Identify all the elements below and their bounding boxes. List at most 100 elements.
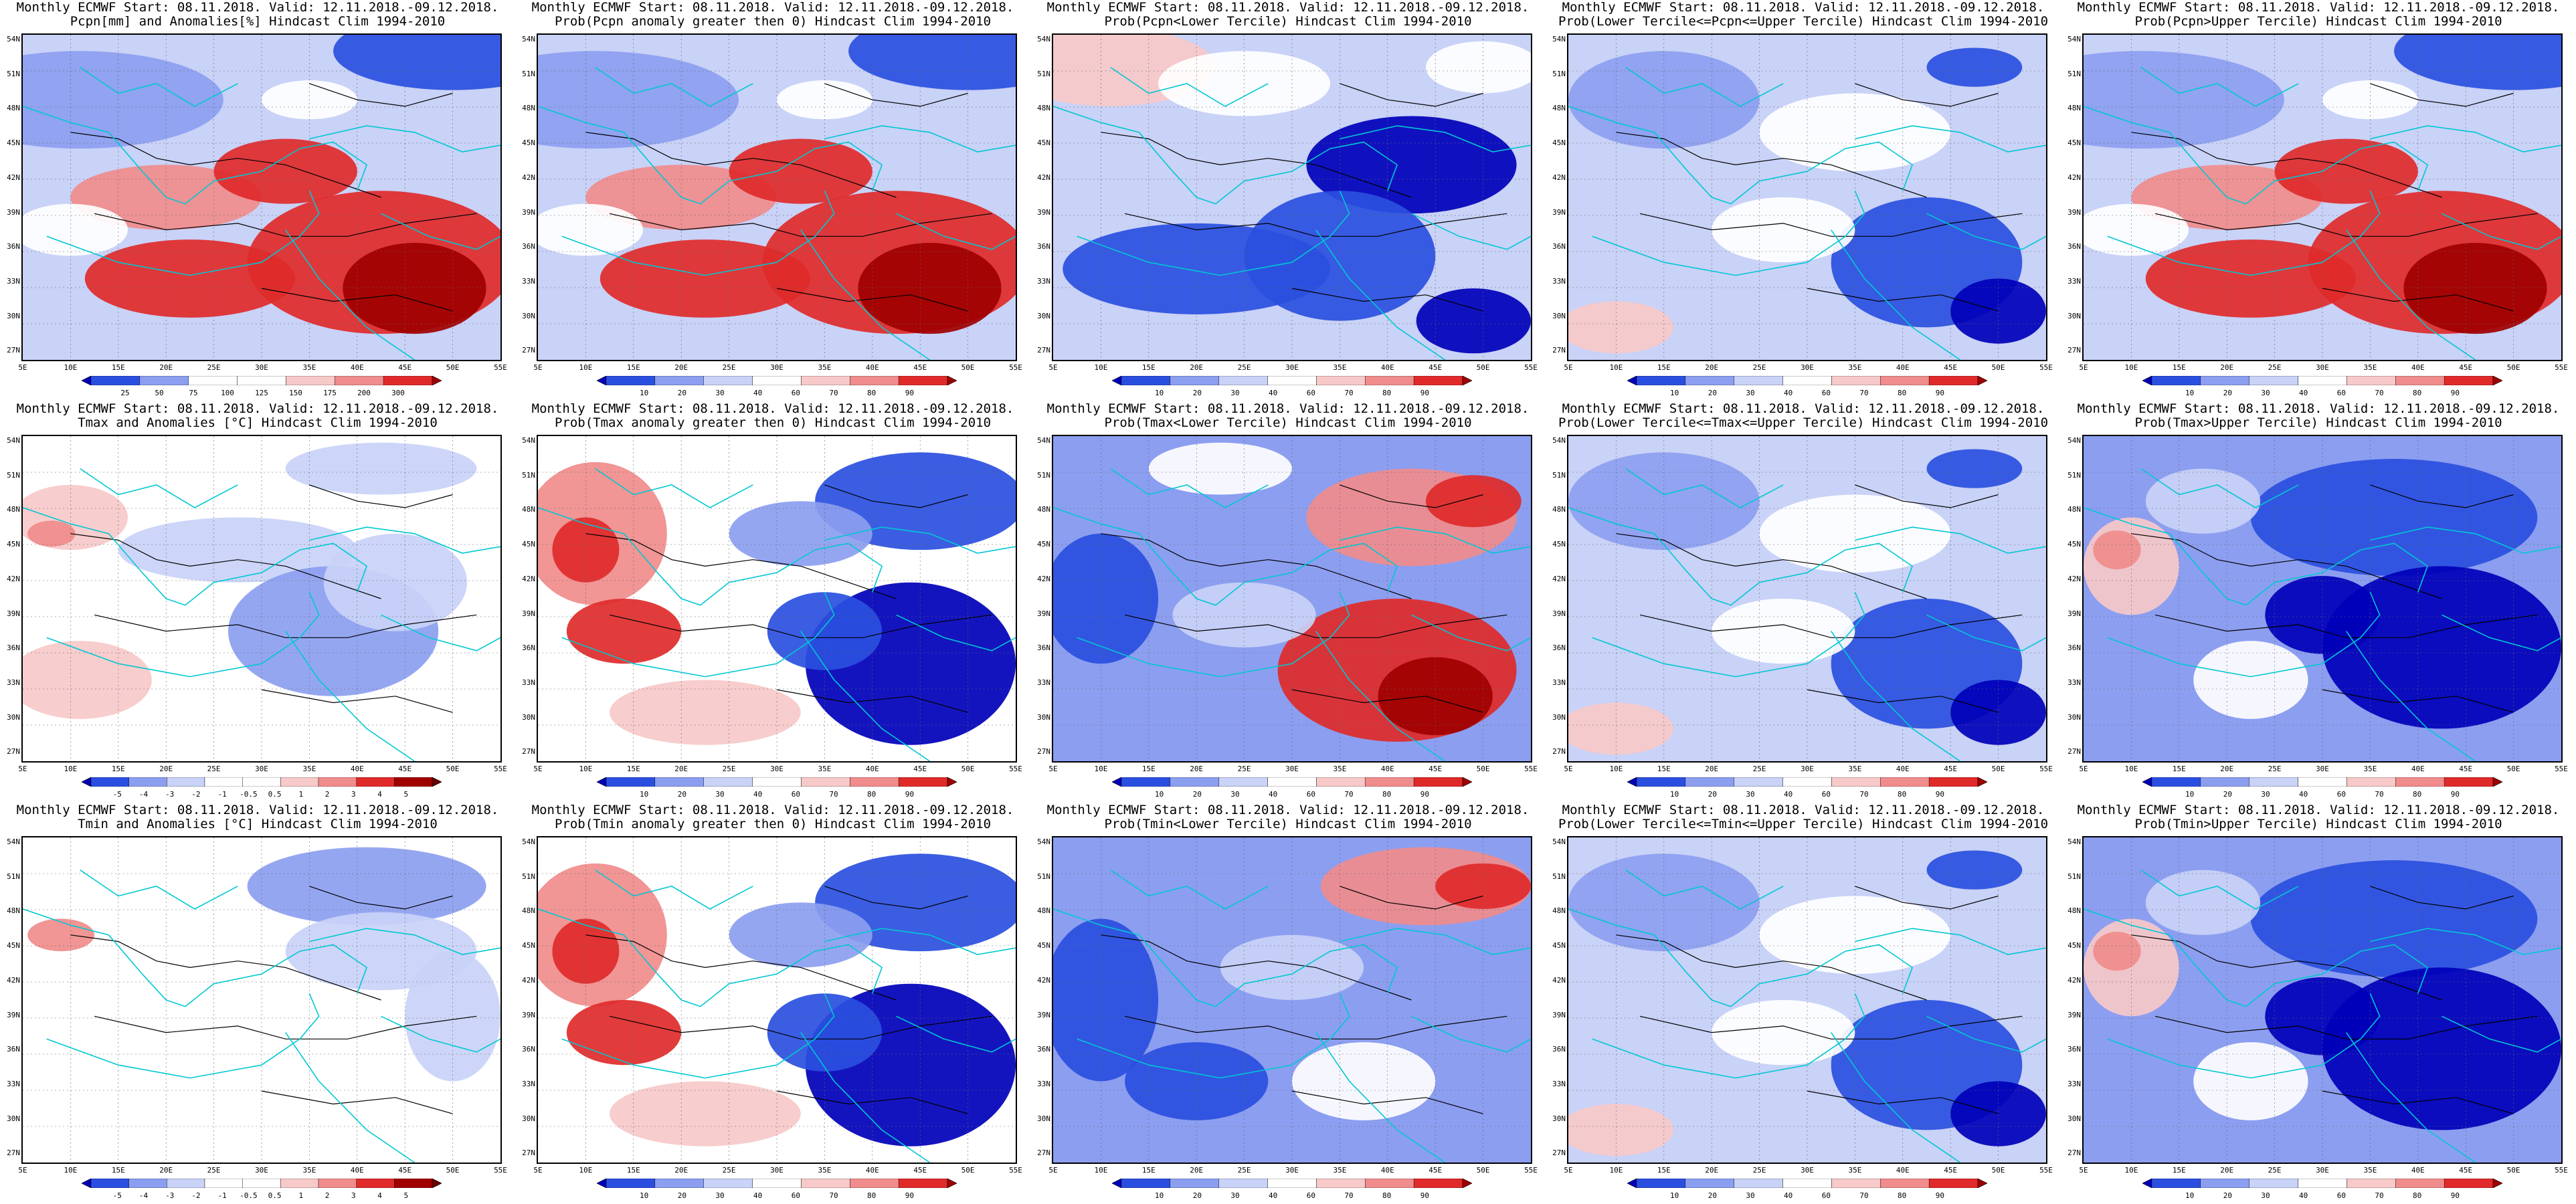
lat-label: 45N [7,138,20,148]
contour-line [1855,886,1999,910]
lat-label: 36N [1552,643,1566,653]
lon-label: 55E [1009,1166,1022,1175]
map-field [1053,436,1531,761]
contour-line [2322,689,2514,713]
lon-label: 30E [770,363,784,372]
lon-label: 50E [446,765,460,773]
colorbar-label: -3 [165,1191,175,1200]
contour-line [1807,689,1999,713]
lat-label: 48N [1037,906,1050,916]
shaded-area [2403,243,2547,334]
shaded-area [23,51,223,149]
panel-title-line2: Prob(Pcpn<Lower Tercile) Hindcast Clim 1… [1104,14,1472,29]
colorbar [2142,1179,2502,1188]
coastline [538,507,883,606]
panel-title-line2: Pcpn[mm] and Anomalies[%] Hindcast Clim … [70,14,446,29]
lon-label: 55E [2555,1166,2568,1175]
colorbar-label: 30 [1230,389,1240,397]
lon-label: 40E [1896,1166,1910,1175]
colorbar-label: 10 [1155,389,1164,397]
coastline [561,591,835,678]
coastline [381,213,500,250]
contour-line [309,886,453,910]
map-area [1567,836,2047,1164]
coastline [2346,1032,2476,1163]
lat-label: 30N [2067,1114,2081,1123]
lat-label: 27N [1037,1148,1050,1158]
lon-label: 30E [770,765,784,773]
coastline [1340,125,1531,153]
lon-label: 20E [2220,363,2234,372]
colorbar-label: 5 [403,1191,409,1200]
lon-label: 35E [1333,1166,1347,1175]
lon-label: 35E [818,765,832,773]
lon-label: 50E [961,363,975,372]
coastline [1315,1032,1445,1163]
map-area [21,435,502,763]
colorbar-label: 60 [791,790,800,799]
lat-label: 51N [522,872,535,881]
contour-line [2154,1015,2538,1039]
contour-line [824,886,968,910]
lon-label: 45E [1944,363,1958,372]
lat-label: 39N [1037,207,1050,217]
coastline [1340,526,1531,554]
lon-label: 20E [159,1166,173,1175]
coastline [2346,229,2476,360]
colorbar-label: 80 [1898,389,1907,397]
lat-label: 42N [7,173,20,182]
colorbar-label: 3 [351,1191,356,1200]
panel-title-line1: Monthly ECMWF Start: 08.11.2018. Valid: … [16,0,499,15]
colorbar-label: 10 [1670,389,1679,397]
coastline [2107,993,2381,1079]
lat-label: 45N [1037,941,1050,950]
colorbar-label: 20 [1192,389,1202,397]
coastline [2084,507,2429,606]
lon-label: 50E [2506,1166,2520,1175]
map-panel: Monthly ECMWF Start: 08.11.2018. Valid: … [515,401,1030,803]
lat-label: 27N [1037,747,1050,757]
map-field [1568,35,2046,360]
colorbar-label: 80 [1382,389,1392,397]
lon-label: 55E [494,363,507,372]
shaded-area [1926,449,2023,488]
shaded-area [118,517,357,583]
map-panel: Monthly ECMWF Start: 08.11.2018. Valid: … [1030,401,1546,803]
lat-label: 54N [7,436,20,445]
shaded-area [2093,530,2141,570]
contour-line [1291,1090,1483,1114]
coastline [309,125,500,153]
contour-line [1616,132,1927,198]
lon-label: 35E [2363,363,2377,372]
lon-label: 50E [1476,1166,1490,1175]
contour-line [1101,934,1412,1001]
colorbar-label: 60 [2336,1191,2346,1200]
shaded-area [552,517,620,583]
colorbar [82,777,442,787]
shaded-area [1950,278,2046,344]
shaded-area [848,35,1016,90]
contour-line [261,1090,453,1114]
contour-line [1124,614,1507,638]
lon-label: 25E [722,1166,736,1175]
lat-label: 48N [522,505,535,514]
colorbar-label: 60 [2336,790,2346,799]
map-field [538,436,1016,761]
panel-title-line1: Monthly ECMWF Start: 08.11.2018. Valid: … [531,0,1014,15]
map-field [1568,837,2046,1163]
lat-label: 39N [7,207,20,217]
coastline [80,468,238,508]
lon-label: 10E [1609,765,1623,773]
lon-label: 10E [1094,1166,1108,1175]
colorbar-label: 40 [2299,389,2308,397]
coastline [1053,908,1398,1007]
lat-label: 51N [1037,470,1050,480]
shaded-area [2265,575,2380,654]
lon-label: 55E [1009,765,1022,773]
lat-label: 27N [1552,747,1566,757]
shaded-area [1425,41,1531,94]
lon-label: 50E [1991,1166,2005,1175]
panel-title-line2: Tmax and Anomalies [°C] Hindcast Clim 19… [78,415,438,430]
colorbar-label: 20 [677,389,686,397]
lon-label: 40E [350,1166,364,1175]
